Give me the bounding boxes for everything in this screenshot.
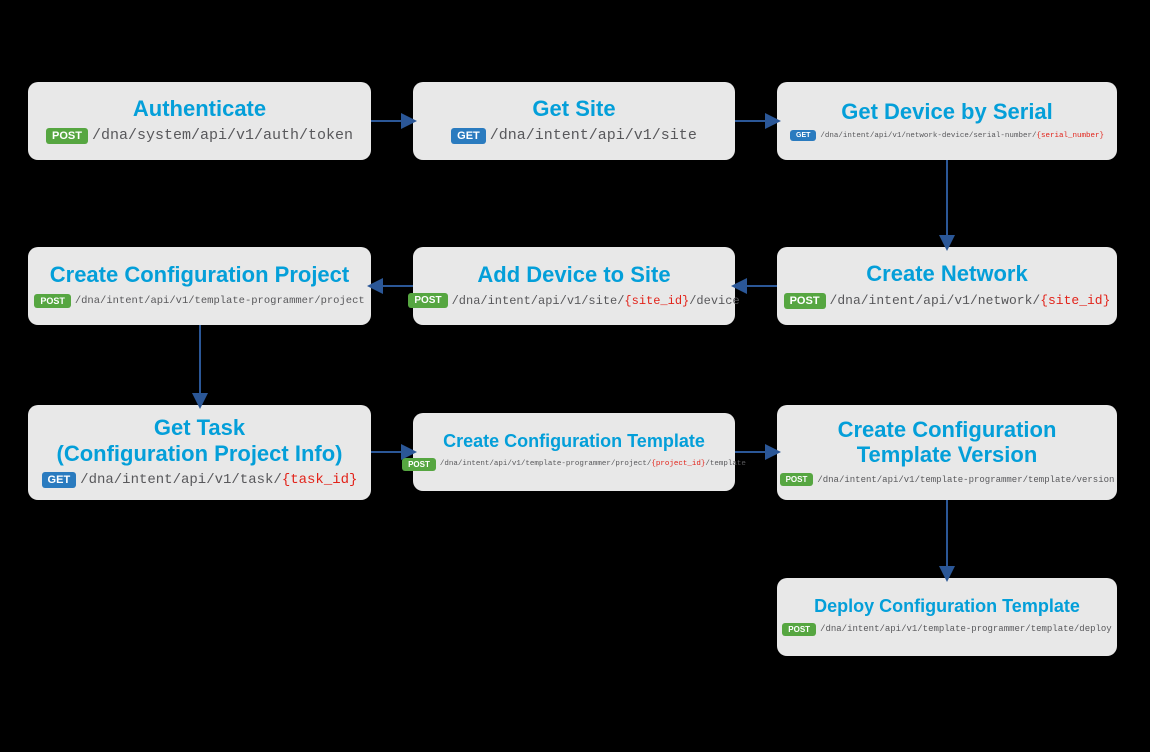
node-create-template: Create Configuration Template POST /dna/… [413,413,735,491]
method-badge: POST [780,473,814,486]
api-path-text: /dna/intent/api/v1/template-programmer/t… [817,475,1114,485]
api-path: /dna/intent/api/v1/template-programmer/t… [817,475,1114,485]
method-badge: POST [402,458,436,471]
node-create-version: Create ConfigurationTemplate Version POS… [777,405,1117,500]
api-line: POST /dna/intent/api/v1/template-program… [782,623,1111,636]
node-title: Add Device to Site [477,262,670,287]
node-title: Get Task(Configuration Project Info) [57,415,343,466]
api-path-text: /dna/intent/api/v1/template-programmer/p… [440,460,652,468]
method-badge: POST [46,128,88,144]
method-badge: GET [790,130,816,141]
node-title: Deploy Configuration Template [814,596,1080,617]
api-path: /dna/intent/api/v1/task/{task_id} [80,472,357,488]
api-path-text: /dna/intent/api/v1/template-programmer/p… [75,295,365,307]
api-path-text: /dna/intent/api/v1/site/ [452,294,625,308]
node-create-project: Create Configuration Project POST /dna/i… [28,247,371,325]
api-param: {serial_number} [1036,132,1104,140]
api-path: /dna/intent/api/v1/template-programmer/p… [75,295,365,307]
node-title: Create ConfigurationTemplate Version [838,417,1057,468]
api-path: /dna/intent/api/v1/network/{site_id} [830,293,1111,308]
method-badge: POST [34,294,71,308]
node-get-task: Get Task(Configuration Project Info) GET… [28,405,371,500]
node-get-site: Get Site GET /dna/intent/api/v1/site [413,82,735,160]
api-line: POST /dna/intent/api/v1/network/{site_id… [784,293,1111,309]
api-path-text: /dna/intent/api/v1/network/ [830,293,1041,308]
api-line: GET /dna/intent/api/v1/site [451,127,697,144]
api-path: /dna/intent/api/v1/site [490,127,697,144]
node-authenticate: Authenticate POST /dna/system/api/v1/aut… [28,82,371,160]
method-badge: POST [782,623,816,636]
api-line: POST /dna/intent/api/v1/template-program… [402,458,746,471]
api-path-text: /dna/intent/api/v1/template-programmer/t… [820,624,1112,634]
api-param: {task_id} [282,472,358,488]
api-param: {site_id} [1040,293,1110,308]
node-deploy-template: Deploy Configuration Template POST /dna/… [777,578,1117,656]
api-path-text: /dna/system/api/v1/auth/token [92,127,353,144]
api-path: /dna/intent/api/v1/site/{site_id}/device [452,294,740,308]
api-path: /dna/intent/api/v1/template-programmer/t… [820,624,1112,634]
api-path: /dna/intent/api/v1/network-device/serial… [820,132,1104,140]
node-create-network: Create Network POST /dna/intent/api/v1/n… [777,247,1117,325]
api-line: POST /dna/intent/api/v1/template-program… [34,294,364,308]
node-title: Create Configuration Template [443,431,705,452]
method-badge: POST [408,293,447,308]
node-add-device: Add Device to Site POST /dna/intent/api/… [413,247,735,325]
api-line: GET /dna/intent/api/v1/network-device/se… [790,130,1104,141]
api-path: /dna/system/api/v1/auth/token [92,127,353,144]
method-badge: GET [451,128,486,144]
method-badge: GET [42,472,77,488]
node-title: Create Network [866,261,1027,286]
api-line: GET /dna/intent/api/v1/task/{task_id} [42,472,358,488]
node-get-device: Get Device by Serial GET /dna/intent/api… [777,82,1117,160]
node-title: Get Device by Serial [841,99,1053,124]
api-path-text: /dna/intent/api/v1/site [490,127,697,144]
api-param: {project_id} [651,460,705,468]
node-title: Create Configuration Project [50,262,349,287]
api-path-suffix: /device [689,294,739,308]
api-path-suffix: /template [705,460,746,468]
api-path-text: /dna/intent/api/v1/network-device/serial… [820,132,1036,140]
api-line: POST /dna/intent/api/v1/template-program… [780,473,1115,486]
node-title: Authenticate [133,96,266,121]
api-param: {site_id} [624,294,689,308]
api-line: POST /dna/intent/api/v1/site/{site_id}/d… [408,293,739,308]
api-path-text: /dna/intent/api/v1/task/ [80,472,282,488]
method-badge: POST [784,293,826,309]
api-line: POST /dna/system/api/v1/auth/token [46,127,353,144]
node-title: Get Site [532,96,615,121]
api-path: /dna/intent/api/v1/template-programmer/p… [440,460,746,468]
